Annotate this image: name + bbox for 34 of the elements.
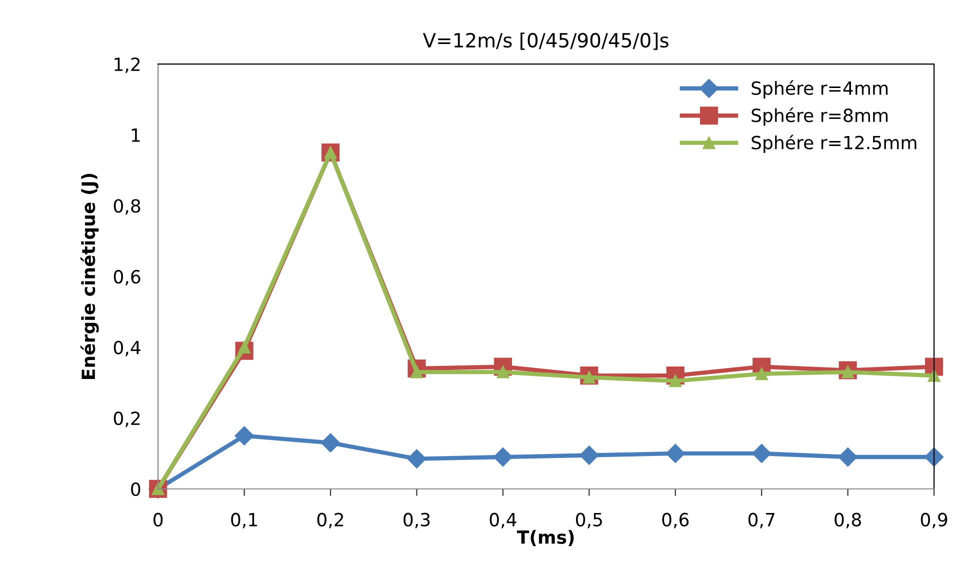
x-tick-label: 0,6 [662,512,689,528]
point [928,369,940,382]
point [838,447,858,467]
x-axis-title: T(ms) [516,530,574,546]
x-tick-label: 0,1 [231,512,257,528]
y-tick-label: 1,2 [114,57,140,73]
point [234,426,254,446]
y-tick-label: 0,2 [114,412,140,428]
y-tick-label: 0,6 [114,270,140,286]
legend-label: Sphére r=12.5mm [752,134,916,153]
y-tick-label: 1 [132,128,140,142]
point [493,447,512,467]
x-tick-label: 0,7 [748,512,774,528]
x-tick-label: 0,3 [404,512,430,528]
point [924,447,944,467]
point [320,433,340,452]
point [755,368,768,380]
point [407,449,426,468]
y-tick-label: 0,8 [114,199,140,215]
legend-label: Sphére r=8mm [752,107,888,126]
point [752,444,772,464]
chart-title: V=12m/s [0/45/90/45/0]s [422,32,668,50]
x-tick-label: 0,5 [576,512,602,528]
legend-label: Sphére r=4mm [752,80,888,98]
y-axis-title: Enérgie cinétique (J) [80,174,99,379]
x-tick-label: 0,2 [317,512,344,528]
x-tick-label: 0 [154,512,163,526]
y-tick-label: 0,4 [114,340,140,356]
point [666,444,685,464]
x-tick-label: 0,8 [834,512,861,528]
x-tick-label: 0,9 [920,512,948,528]
x-tick-label: 0,4 [490,512,516,528]
point [580,446,599,465]
y-tick-label: 0 [131,482,140,496]
